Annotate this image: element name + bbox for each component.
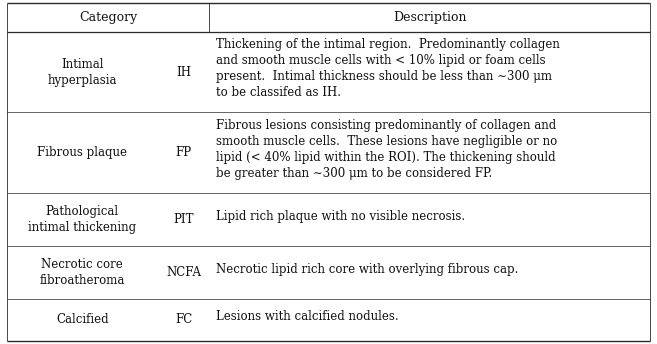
Text: be greater than ∼300 μm to be considered FP.: be greater than ∼300 μm to be considered… [215, 167, 492, 180]
Text: to be classifed as IH.: to be classifed as IH. [215, 86, 341, 99]
Text: Thickening of the intimal region.  Predominantly collagen: Thickening of the intimal region. Predom… [215, 38, 560, 51]
Text: smooth muscle cells.  These lesions have negligible or no: smooth muscle cells. These lesions have … [215, 135, 557, 148]
Text: PIT: PIT [173, 213, 194, 226]
Text: Necrotic core
fibroatheroma: Necrotic core fibroatheroma [39, 258, 125, 287]
Text: lipid (< 40% lipid within the ROI). The thickening should: lipid (< 40% lipid within the ROI). The … [215, 151, 555, 164]
Text: Necrotic lipid rich core with overlying fibrous cap.: Necrotic lipid rich core with overlying … [215, 263, 518, 276]
Text: Category: Category [79, 11, 137, 24]
Text: Lipid rich plaque with no visible necrosis.: Lipid rich plaque with no visible necros… [215, 209, 465, 223]
Text: Pathological
intimal thickening: Pathological intimal thickening [28, 205, 136, 234]
Text: IH: IH [176, 66, 191, 78]
Text: Fibrous lesions consisting predominantly of collagen and: Fibrous lesions consisting predominantly… [215, 119, 556, 132]
Text: Calcified: Calcified [56, 313, 108, 326]
Text: Lesions with calcified nodules.: Lesions with calcified nodules. [215, 310, 398, 323]
Text: FP: FP [175, 146, 192, 159]
Text: and smooth muscle cells with < 10% lipid or foam cells: and smooth muscle cells with < 10% lipid… [215, 54, 545, 67]
Text: present.  Intimal thickness should be less than ∼300 μm: present. Intimal thickness should be les… [215, 70, 552, 83]
Text: Fibrous plaque: Fibrous plaque [37, 146, 127, 159]
Text: Intimal
hyperplasia: Intimal hyperplasia [47, 57, 117, 87]
Text: Description: Description [393, 11, 466, 24]
Text: NCFA: NCFA [166, 266, 201, 279]
Text: FC: FC [175, 313, 193, 326]
